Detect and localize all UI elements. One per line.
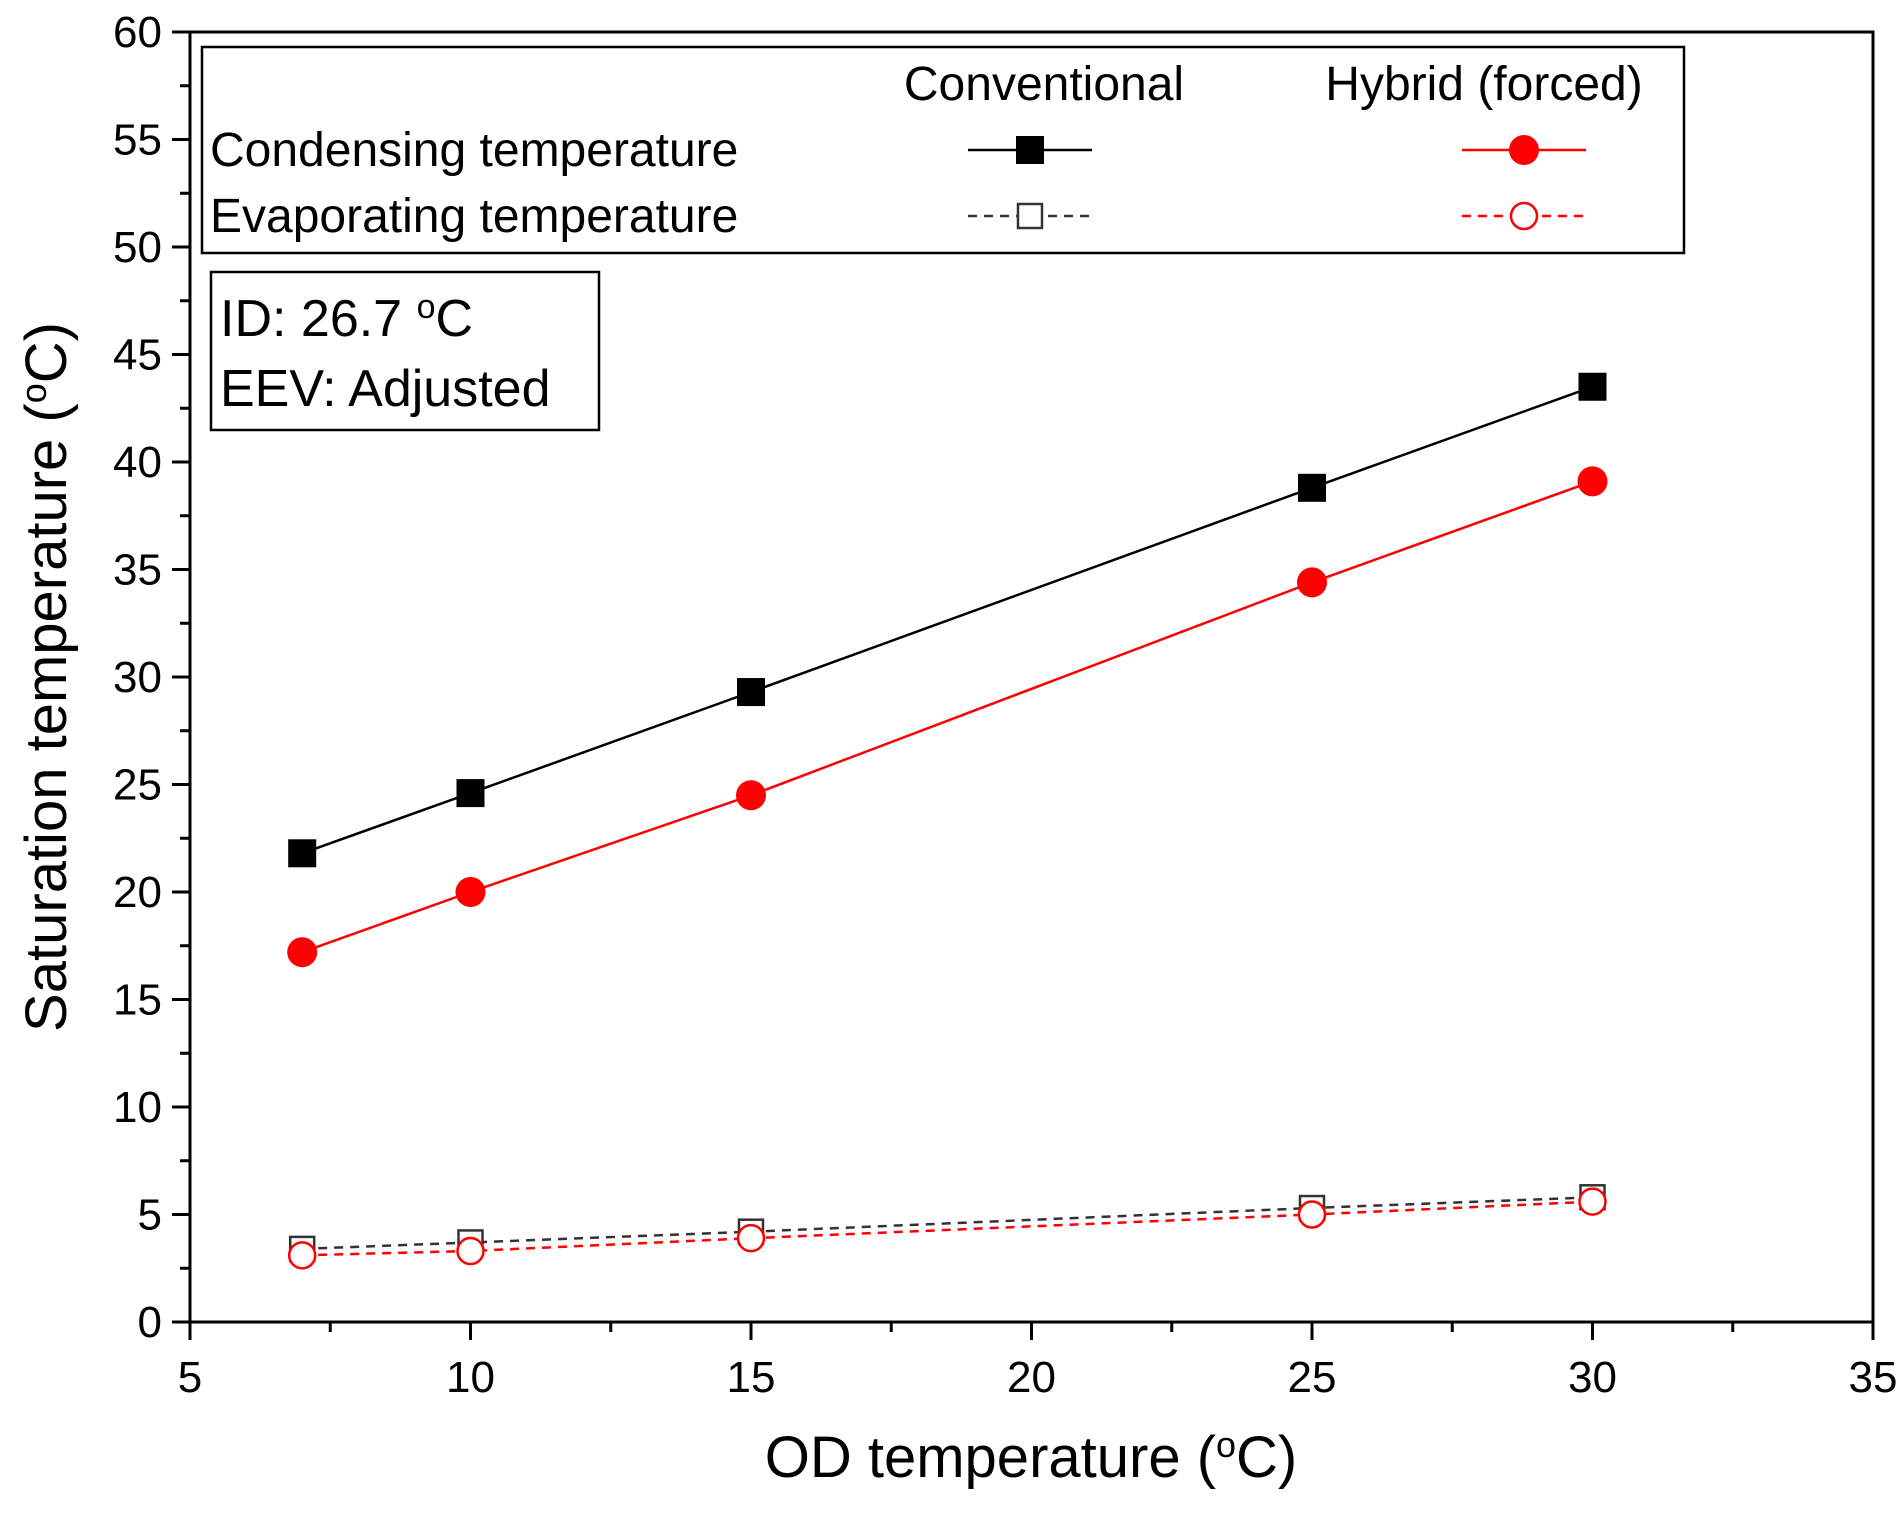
data-point-3-3 bbox=[1297, 1200, 1327, 1229]
y-tick-label: 30 bbox=[113, 653, 162, 702]
series-line-1 bbox=[301, 480, 1593, 954]
y-tick-label: 55 bbox=[113, 116, 162, 165]
data-point-0-4 bbox=[1578, 372, 1607, 401]
data-point-1-1 bbox=[455, 877, 486, 907]
annotation-eev: EEV: Adjusted bbox=[220, 360, 551, 418]
y-tick-label: 40 bbox=[113, 438, 162, 487]
annotation-box: ID: 26.7 oC EEV: Adjusted bbox=[209, 270, 601, 432]
data-point-0-2 bbox=[737, 678, 765, 707]
x-tick-label: 30 bbox=[1568, 1353, 1617, 1402]
series-line-3 bbox=[302, 1200, 1593, 1257]
legend-frame bbox=[200, 45, 1686, 255]
y-tick-label: 5 bbox=[138, 1191, 162, 1240]
y-tick-label: 15 bbox=[113, 976, 162, 1025]
x-tick-label: 25 bbox=[1288, 1353, 1337, 1402]
series-line-0 bbox=[301, 385, 1593, 855]
x-axis-title: OD temperature (oC) bbox=[765, 1424, 1298, 1490]
legend-marker-hybrid-evaporating bbox=[1509, 201, 1539, 231]
y-tick-label: 20 bbox=[113, 868, 162, 917]
y-tick-label: 10 bbox=[113, 1083, 162, 1132]
annotation-id: ID: 26.7 oC bbox=[220, 288, 473, 348]
x-tick-label: 20 bbox=[1007, 1353, 1056, 1402]
annotation-frame bbox=[209, 270, 601, 432]
data-point-1-0 bbox=[287, 937, 318, 968]
legend-marker-conv-condensing bbox=[1016, 136, 1044, 164]
data-point-1-2 bbox=[736, 780, 766, 811]
series-line-2 bbox=[302, 1196, 1593, 1251]
legend-col-conventional: Conventional bbox=[904, 58, 1184, 111]
y-tick-label: 25 bbox=[113, 761, 162, 810]
legend-marker-hybrid-condensing bbox=[1509, 135, 1539, 165]
data-point-1-4 bbox=[1577, 466, 1608, 497]
x-tick-label: 15 bbox=[727, 1353, 776, 1402]
legend-row-evaporating: Evaporating temperature bbox=[210, 190, 738, 243]
series-layer bbox=[287, 372, 1608, 1270]
y-tick-label: 60 bbox=[113, 8, 162, 57]
legend-row-condensing: Condensing temperature bbox=[210, 124, 738, 177]
data-point-3-1 bbox=[456, 1236, 485, 1266]
y-tick-label: 0 bbox=[138, 1298, 162, 1347]
x-tick-label: 5 bbox=[178, 1353, 202, 1402]
data-point-1-3 bbox=[1297, 567, 1327, 598]
data-point-0-1 bbox=[456, 779, 485, 808]
data-point-0-0 bbox=[288, 839, 317, 868]
y-tick-label: 50 bbox=[113, 223, 162, 272]
data-point-3-2 bbox=[736, 1223, 766, 1253]
y-axis-title: Saturation temperature (oC) bbox=[13, 322, 79, 1032]
data-point-3-0 bbox=[287, 1241, 317, 1270]
y-tick-label: 35 bbox=[113, 546, 162, 595]
legend-marker-conv-evaporating bbox=[1016, 202, 1044, 230]
x-tick-label: 35 bbox=[1849, 1353, 1898, 1402]
legend: Conventional Hybrid (forced) Condensing … bbox=[200, 45, 1686, 255]
data-point-0-3 bbox=[1298, 473, 1326, 502]
legend-col-hybrid: Hybrid (forced) bbox=[1325, 58, 1642, 111]
x-tick-label: 10 bbox=[446, 1353, 495, 1402]
data-point-3-4 bbox=[1578, 1187, 1607, 1216]
y-tick-label: 45 bbox=[113, 331, 162, 380]
